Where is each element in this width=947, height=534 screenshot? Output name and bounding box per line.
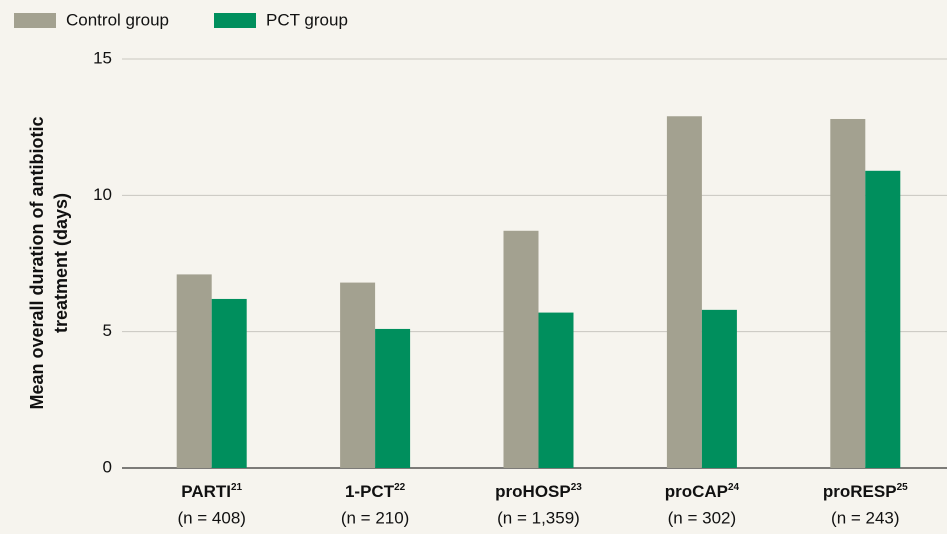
y-axis-title-line: treatment (days) bbox=[51, 193, 71, 333]
category-note: (n = 1,359) bbox=[497, 508, 580, 527]
category-ref: 24 bbox=[728, 482, 740, 493]
y-tick-label: 10 bbox=[93, 185, 112, 204]
x-tick-label-group: proRESP25 (n = 243) bbox=[823, 482, 908, 528]
y-tick-label: 0 bbox=[103, 457, 112, 476]
legend-swatch bbox=[14, 13, 56, 28]
x-tick-label: proRESP25 bbox=[823, 482, 908, 502]
legend-label: PCT group bbox=[266, 10, 348, 29]
category-name: proCAP bbox=[665, 482, 728, 501]
category-name: 1-PCT bbox=[345, 482, 395, 501]
category-note: (n = 408) bbox=[177, 508, 246, 527]
category-ref: 25 bbox=[897, 482, 909, 493]
bar bbox=[211, 298, 247, 468]
bar bbox=[340, 282, 376, 468]
bar bbox=[666, 116, 702, 468]
bar bbox=[503, 230, 539, 468]
bar bbox=[701, 309, 737, 468]
category-note: (n = 210) bbox=[341, 508, 410, 527]
x-tick-label: 1-PCT22 bbox=[345, 482, 406, 502]
y-axis-title: Mean overall duration of antibiotic trea… bbox=[27, 116, 71, 409]
y-tick-label: 5 bbox=[103, 321, 112, 340]
x-tick-label-group: proHOSP23 (n = 1,359) bbox=[495, 482, 582, 528]
legend-swatch bbox=[214, 13, 256, 28]
x-tick-label: proCAP24 bbox=[665, 482, 740, 502]
bar bbox=[865, 170, 901, 468]
category-ref: 22 bbox=[394, 482, 406, 493]
category-ref: 21 bbox=[231, 482, 243, 493]
category-note: (n = 302) bbox=[668, 508, 737, 527]
category-note: (n = 243) bbox=[831, 508, 900, 527]
bar bbox=[830, 118, 866, 468]
y-axis-title-line: Mean overall duration of antibiotic bbox=[27, 116, 47, 409]
bar bbox=[176, 274, 212, 468]
bar bbox=[538, 312, 574, 468]
x-tick-label-group: PARTI21 (n = 408) bbox=[177, 482, 246, 528]
x-tick-label: proHOSP23 bbox=[495, 482, 582, 502]
category-name: proRESP bbox=[823, 482, 897, 501]
legend-label: Control group bbox=[66, 10, 169, 29]
x-tick-label-group: proCAP24 (n = 302) bbox=[665, 482, 740, 528]
category-ref: 23 bbox=[571, 482, 583, 493]
bar bbox=[375, 328, 411, 468]
category-name: proHOSP bbox=[495, 482, 571, 501]
x-tick-label: PARTI21 bbox=[181, 482, 242, 502]
y-tick-label: 15 bbox=[93, 48, 112, 67]
x-tick-label-group: 1-PCT22 (n = 210) bbox=[341, 482, 410, 528]
category-name: PARTI bbox=[181, 482, 231, 501]
